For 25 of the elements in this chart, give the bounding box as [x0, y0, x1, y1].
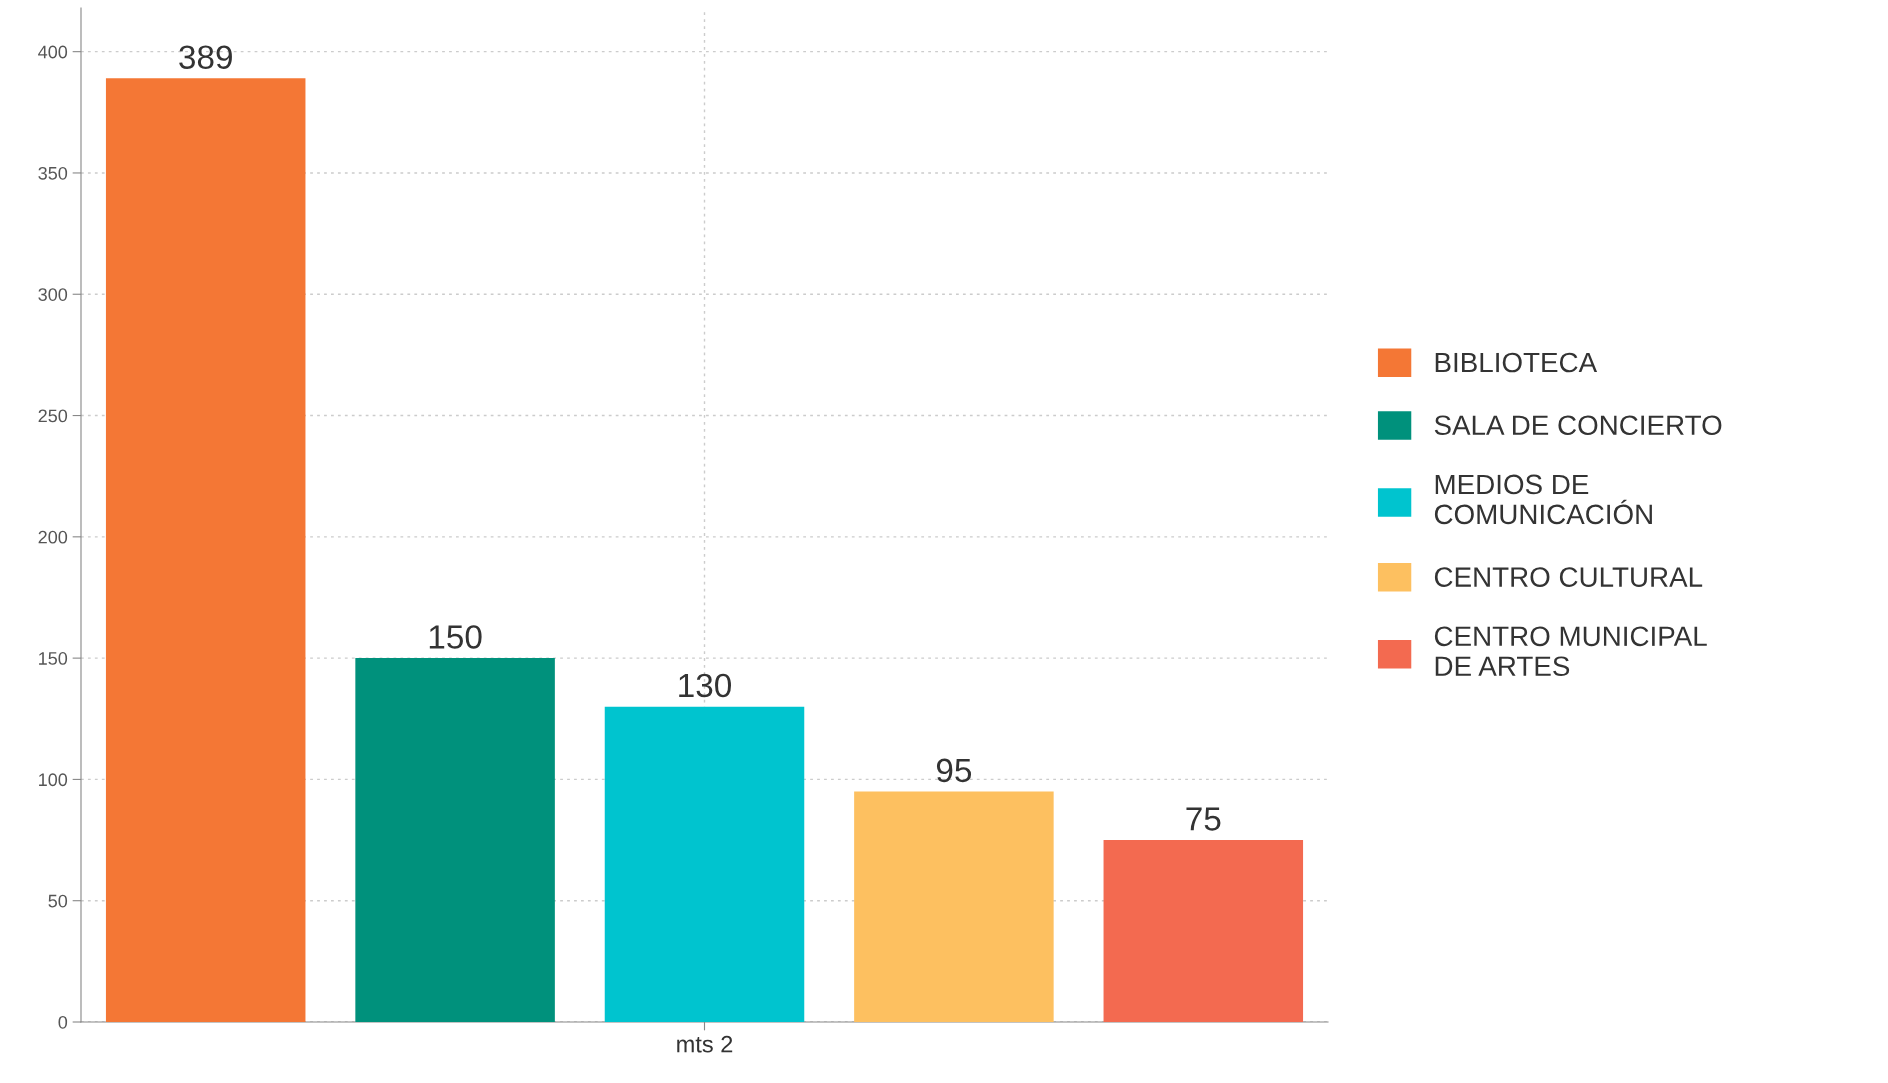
legend-label: SALA DE CONCIERTO — [1434, 415, 1722, 436]
bar — [604, 706, 805, 1022]
y-tick-label: 0 — [58, 1015, 68, 1029]
legend-label: MEDIOS DE COMUNICACIÓN — [1434, 474, 1652, 525]
bar — [105, 78, 306, 1022]
bar — [1103, 840, 1304, 1022]
data-label: 389 — [179, 45, 232, 69]
y-tick-label: 350 — [38, 166, 68, 180]
bar — [854, 791, 1054, 1022]
y-tick-label: 250 — [38, 409, 68, 423]
y-tick-label: 50 — [48, 894, 68, 908]
data-label: 130 — [679, 673, 732, 698]
legend-label: BIBLIOTECA — [1435, 352, 1598, 373]
x-tick-label: mts 2 — [677, 1035, 733, 1053]
data-label: 75 — [1186, 807, 1221, 831]
legend-label: CENTRO MUNICIPAL DE ARTES — [1434, 626, 1707, 677]
data-label: 150 — [429, 625, 482, 649]
y-tick-label: 200 — [38, 530, 68, 544]
y-tick-label: 400 — [38, 45, 68, 59]
y-tick-label: 300 — [38, 288, 68, 301]
y-tick-label: 100 — [39, 773, 68, 787]
legend-label: CENTRO CULTURAL — [1434, 567, 1703, 587]
data-label: 95 — [936, 758, 972, 783]
bar — [355, 658, 555, 1022]
y-tick-label: 150 — [39, 652, 68, 665]
